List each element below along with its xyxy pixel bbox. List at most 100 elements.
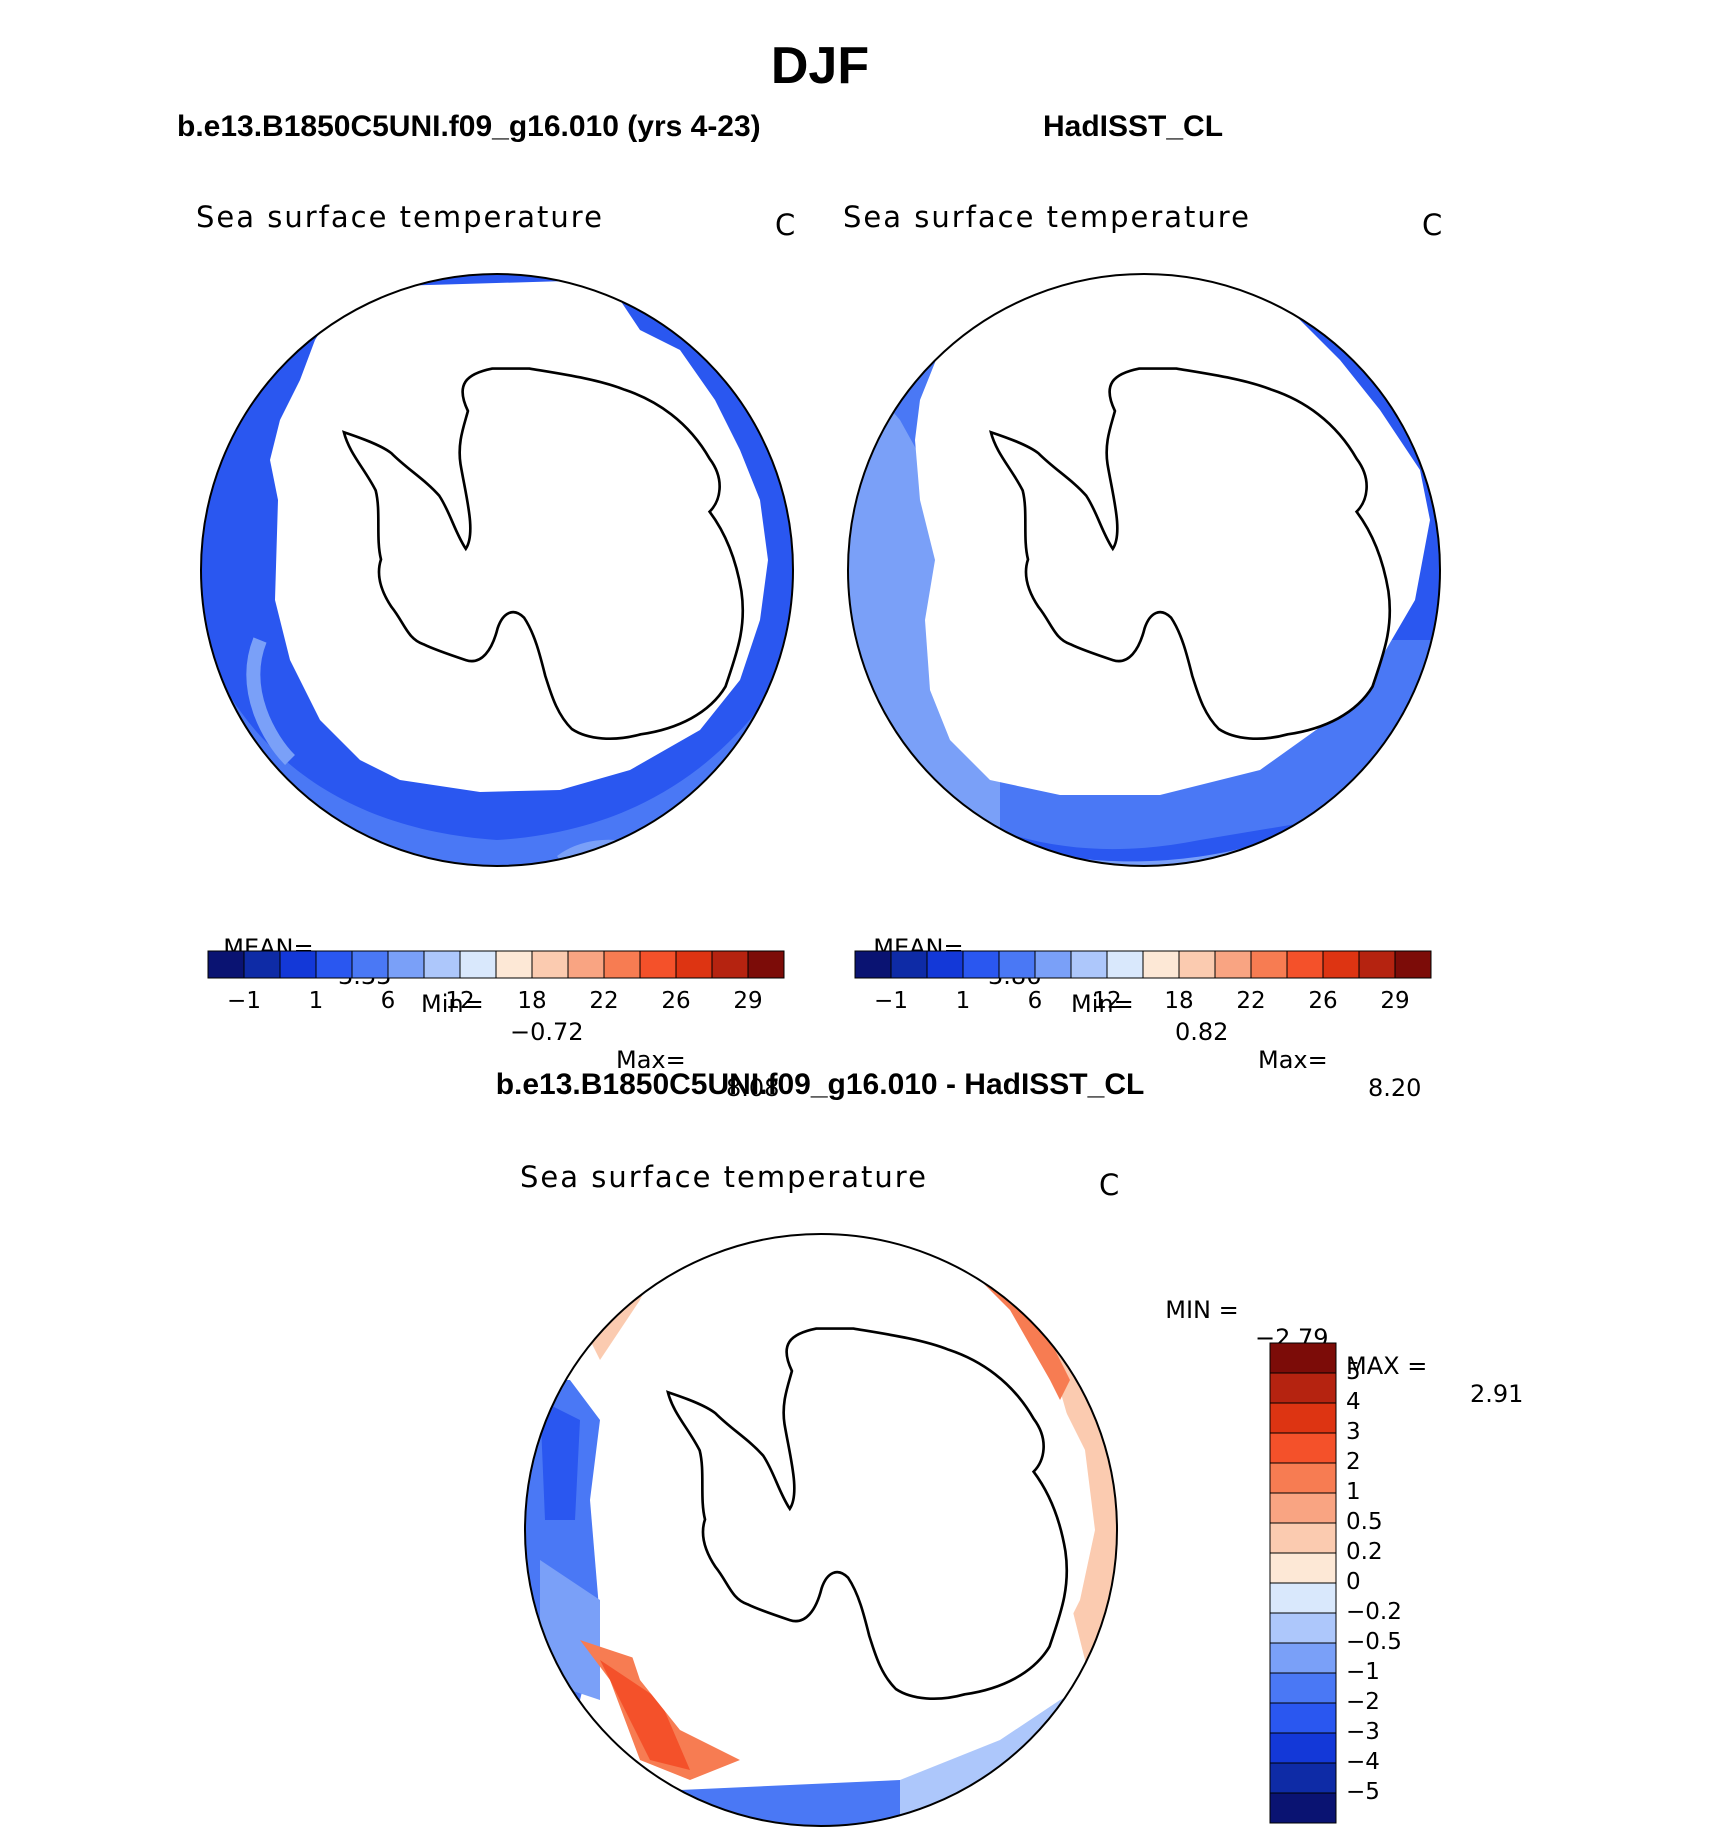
- left-colorbar-tick-label: 6: [380, 988, 396, 1014]
- diff-colorbar-swatch: [1269, 1432, 1337, 1464]
- right-colorbar-swatch: [1250, 950, 1288, 979]
- diff-colorbar-tick-label: −1: [1346, 1659, 1380, 1685]
- right-colorbar: [854, 950, 1432, 979]
- right-colorbar-tick-label: 12: [1092, 988, 1122, 1014]
- right-colorbar-tick-label: 1: [955, 988, 971, 1014]
- diff-stats: MIN = −2.79 MAX = 2.91: [1150, 1268, 1523, 1408]
- diff-map-border: [524, 1233, 1118, 1827]
- right-variable-label: Sea surface temperature: [843, 200, 1251, 234]
- right-colorbar-swatch: [926, 950, 964, 979]
- left-colorbar-swatch: [495, 950, 533, 979]
- right-colorbar-swatch: [1070, 950, 1108, 979]
- diff-colorbar-tick-label: 2: [1346, 1449, 1361, 1475]
- diff-max-value: 2.91: [1470, 1380, 1524, 1408]
- diff-colorbar-tick-label: 0: [1346, 1569, 1361, 1595]
- diff-variable-label: Sea surface temperature: [520, 1160, 928, 1194]
- diff-colorbar-tick-label: −3: [1346, 1719, 1380, 1745]
- left-colorbar-swatch: [639, 950, 677, 979]
- diff-panel-subtitle: b.e13.B1850C5UNI.f09_g16.010 - HadISST_C…: [495, 1068, 1145, 1101]
- right-map: [847, 273, 1441, 867]
- diff-colorbar-swatch: [1269, 1642, 1337, 1674]
- left-colorbar-swatch: [279, 950, 317, 979]
- left-colorbar-swatch: [423, 950, 461, 979]
- diff-colorbar-swatch: [1269, 1702, 1337, 1734]
- left-colorbar-swatch: [351, 950, 389, 979]
- diff-colorbar-tick-label: −5: [1346, 1779, 1380, 1805]
- left-colorbar-tick-label: 26: [661, 988, 691, 1014]
- right-colorbar-tick-label: 29: [1380, 988, 1410, 1014]
- right-unit-label: C: [1422, 208, 1443, 242]
- right-colorbar-swatch: [854, 950, 892, 979]
- diff-warm-southwest-core: [600, 1660, 690, 1770]
- right-colorbar-tick-label: 26: [1308, 988, 1338, 1014]
- left-colorbar-swatch: [315, 950, 353, 979]
- diff-colorbar-tick-label: 5: [1346, 1359, 1361, 1385]
- left-colorbar: [207, 950, 785, 979]
- diff-colorbar-swatch: [1269, 1762, 1337, 1794]
- diff-colorbar-swatch: [1269, 1612, 1337, 1644]
- left-colorbar-swatch: [747, 950, 785, 979]
- right-colorbar-swatch: [962, 950, 1000, 979]
- left-variable-label: Sea surface temperature: [196, 200, 604, 234]
- left-colorbar-tick-label: 12: [445, 988, 475, 1014]
- left-map: [200, 273, 794, 867]
- diff-colorbar-swatch: [1269, 1462, 1337, 1494]
- diff-colorbar-swatch: [1269, 1402, 1337, 1434]
- right-colorbar-swatch: [1178, 950, 1216, 979]
- diff-colorbar-swatch: [1269, 1522, 1337, 1554]
- right-min-label: Min=: [1071, 990, 1134, 1018]
- right-colorbar-tick-label: 22: [1236, 988, 1266, 1014]
- diff-unit-label: C: [1099, 1168, 1120, 1202]
- diff-colorbar-tick-label: 0.5: [1346, 1509, 1383, 1535]
- diff-colorbar-swatch: [1269, 1492, 1337, 1524]
- left-light-patch: [246, 637, 296, 765]
- diff-colorbar-swatch: [1269, 1732, 1337, 1764]
- diff-colorbar-swatch: [1269, 1552, 1337, 1584]
- diff-max-label: MAX =: [1346, 1352, 1428, 1380]
- diff-colorbar-tick-label: 1: [1346, 1479, 1361, 1505]
- left-colorbar-tick-label: 22: [589, 988, 619, 1014]
- diff-colorbar-swatch: [1269, 1342, 1337, 1374]
- right-max-label: Max=: [1258, 1046, 1328, 1074]
- diff-map: [524, 1233, 1118, 1827]
- left-min-value: −0.72: [510, 1018, 584, 1046]
- right-colorbar-tick-label: 18: [1164, 988, 1194, 1014]
- right-max-value: 8.20: [1368, 1074, 1422, 1102]
- right-colorbar-swatch: [1142, 950, 1180, 979]
- left-max-value: 8.08: [726, 1074, 780, 1102]
- right-colorbar-swatch: [890, 950, 928, 979]
- left-colorbar-swatch: [459, 950, 497, 979]
- right-map-border: [847, 273, 1441, 867]
- left-colorbar-swatch: [675, 950, 713, 979]
- left-colorbar-tick-label: 1: [308, 988, 324, 1014]
- right-colorbar-swatch: [1286, 950, 1324, 979]
- right-colorbar-swatch: [1034, 950, 1072, 979]
- left-min-label: Min=: [421, 990, 484, 1018]
- diff-colorbar-swatch: [1269, 1372, 1337, 1404]
- right-colorbar-swatch: [1394, 950, 1432, 979]
- diff-colorbar-swatch: [1269, 1792, 1337, 1824]
- right-colorbar-swatch: [1358, 950, 1396, 979]
- left-colorbar-tick-label: 29: [733, 988, 763, 1014]
- diff-colorbar-tick-label: −4: [1346, 1749, 1380, 1775]
- diff-colorbar-tick-label: 3: [1346, 1419, 1361, 1445]
- right-colorbar-swatch: [1322, 950, 1360, 979]
- diff-colorbar-tick-label: 4: [1346, 1389, 1361, 1415]
- left-max-label: Max=: [616, 1046, 686, 1074]
- right-colorbar-swatch: [1214, 950, 1252, 979]
- left-colorbar-swatch: [387, 950, 425, 979]
- diff-colorbar-swatch: [1269, 1582, 1337, 1614]
- left-colorbar-swatch: [603, 950, 641, 979]
- right-panel-subtitle: HadISST_CL: [1043, 110, 1224, 143]
- left-colorbar-swatch: [531, 950, 569, 979]
- right-colorbar-swatch: [998, 950, 1036, 979]
- diff-min-label: MIN =: [1165, 1296, 1239, 1324]
- left-unit-label: C: [775, 208, 796, 242]
- diff-colorbar-tick-label: −0.2: [1346, 1599, 1402, 1625]
- diff-colorbar-tick-label: 0.2: [1346, 1539, 1383, 1565]
- diff-colorbar: [1269, 1342, 1337, 1824]
- diff-colorbar-swatch: [1269, 1672, 1337, 1704]
- left-colorbar-tick-label: −1: [227, 988, 261, 1014]
- diff-colorbar-tick-label: −2: [1346, 1689, 1380, 1715]
